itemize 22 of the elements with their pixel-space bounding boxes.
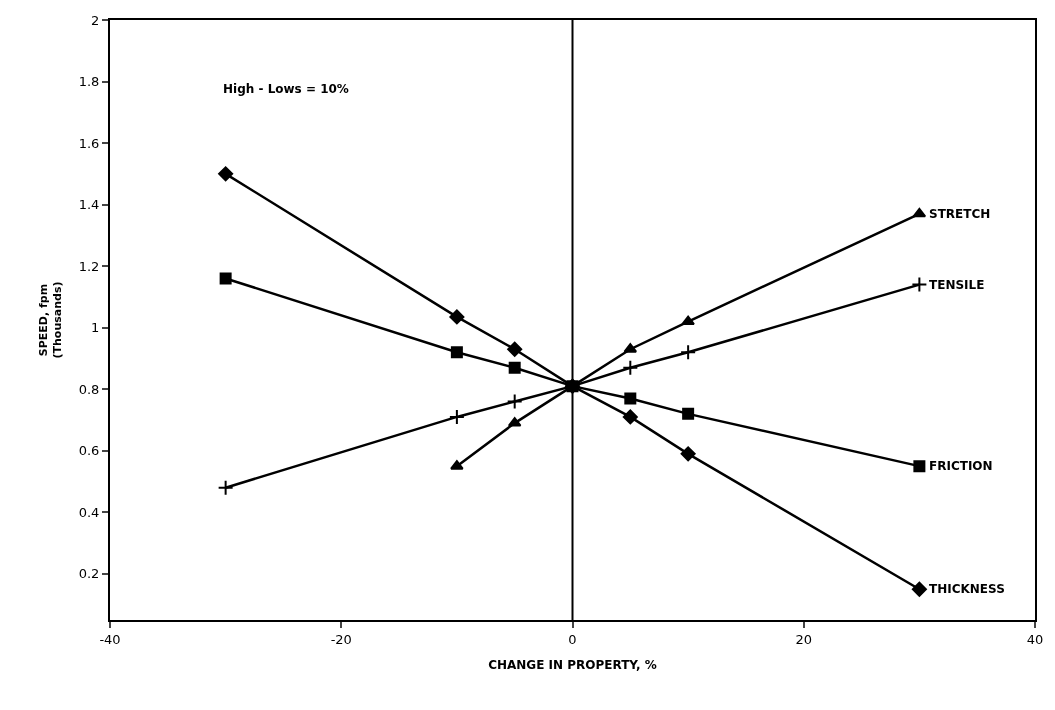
y-tick-label: 1.8 <box>78 74 100 90</box>
y-tick-label: 1.2 <box>78 258 100 274</box>
x-tick-label: 20 <box>795 631 813 647</box>
y-tick-label: 1 <box>91 320 100 336</box>
x-tick-label: -40 <box>99 631 121 647</box>
y-tick-label: 0.2 <box>78 566 100 582</box>
y-axis-title: SPEED, fpm (Thousands) <box>36 281 64 359</box>
y-tick-label: 2 <box>91 12 100 28</box>
y-tick-label: 1.4 <box>78 197 100 213</box>
series-label: TENSILE <box>929 278 985 292</box>
series-label: STRETCH <box>929 207 991 221</box>
series-label: FRICTION <box>929 459 993 473</box>
y-tick-label: 0.4 <box>78 504 100 520</box>
x-tick-label: 40 <box>1026 631 1044 647</box>
annotation: High - Lows = 10% <box>223 82 349 96</box>
y-tick-label: 1.6 <box>78 135 100 151</box>
series-label: THICKNESS <box>929 582 1005 596</box>
y-tick-label: 0.6 <box>78 443 100 459</box>
y-tick-label: 0.8 <box>78 381 100 397</box>
x-tick-label: -20 <box>330 631 352 647</box>
x-axis-title: CHANGE IN PROPERTY, % <box>488 658 657 672</box>
x-tick-label: 0 <box>568 631 577 647</box>
